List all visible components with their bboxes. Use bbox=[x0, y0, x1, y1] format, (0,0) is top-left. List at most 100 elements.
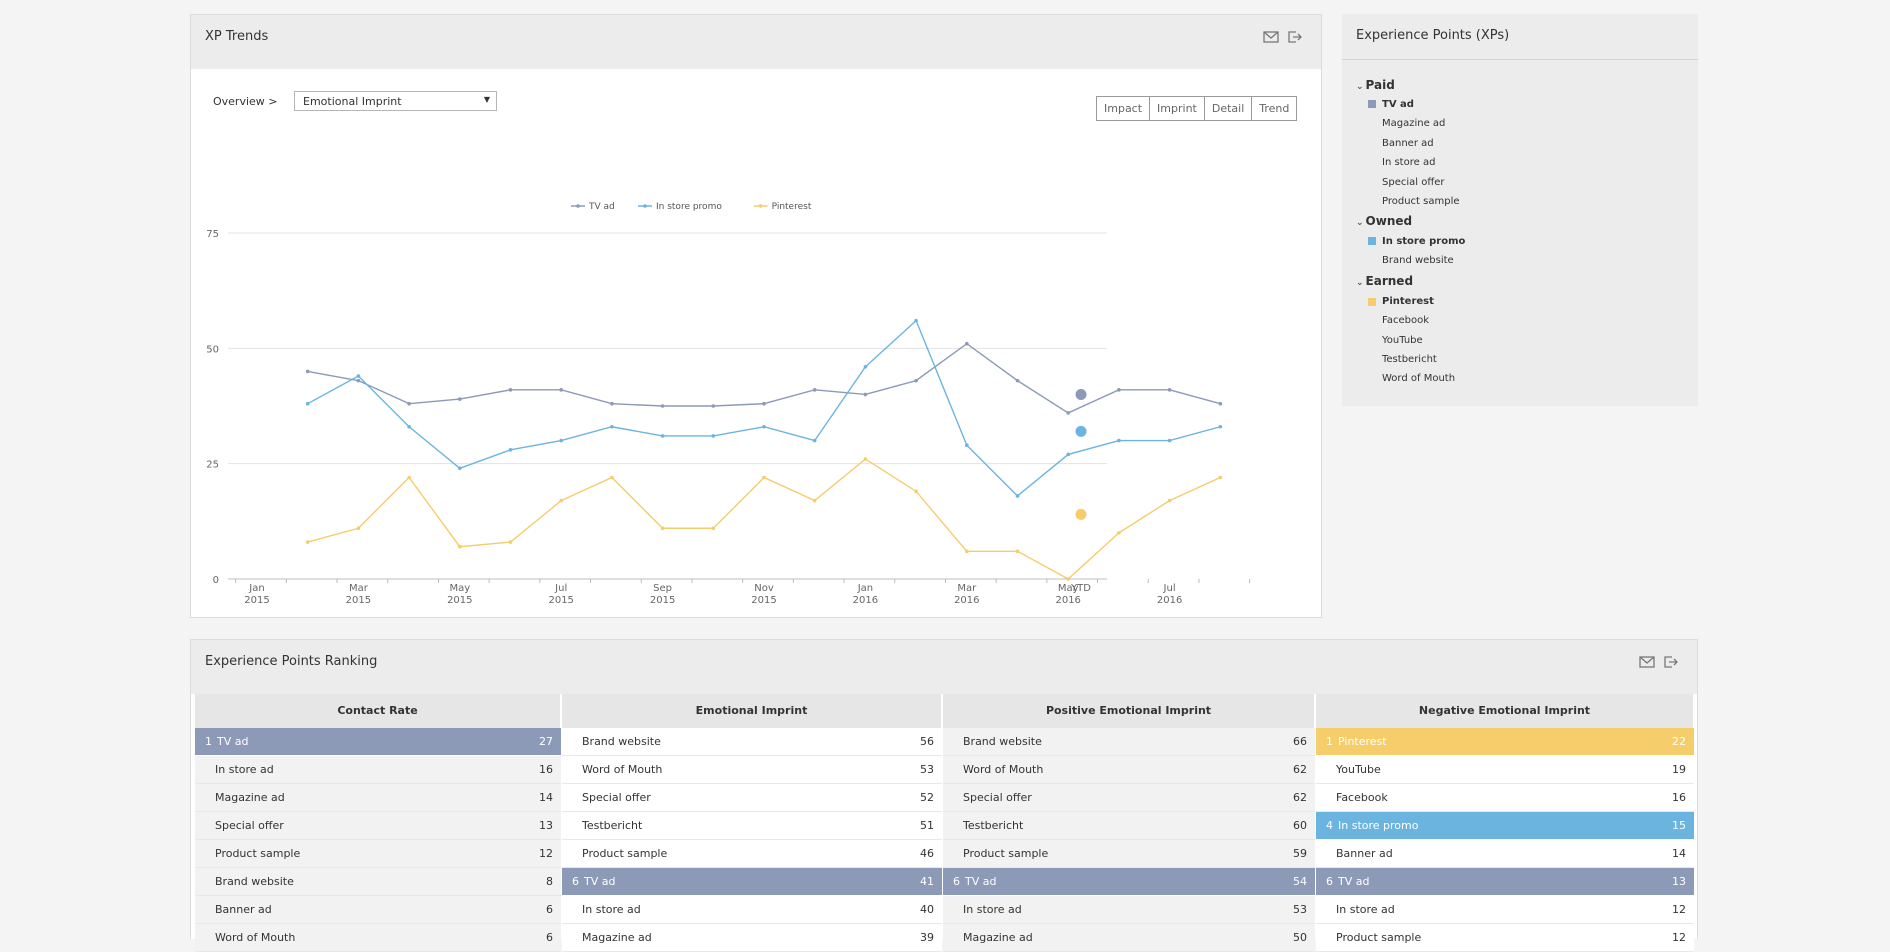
xp-item-facebook[interactable]: Facebook bbox=[1382, 315, 1429, 326]
x-tick-label: Mar bbox=[349, 583, 369, 594]
group-owned[interactable]: ⌄ Owned bbox=[1356, 214, 1413, 228]
rank-item-name: TV ad bbox=[965, 875, 997, 888]
experience-points-panel: Experience Points (XPs) ⌄ Paid TV ad Maga… bbox=[1342, 14, 1698, 406]
ranking-row[interactable]: Brand website 8 bbox=[195, 868, 561, 896]
imprint-button[interactable]: Imprint bbox=[1149, 96, 1205, 121]
series-point bbox=[1066, 411, 1070, 415]
series-point bbox=[1167, 498, 1172, 503]
xp-item-pinterest[interactable]: Pinterest bbox=[1382, 296, 1434, 307]
series-line bbox=[307, 319, 1221, 497]
ranking-column-header[interactable]: Positive Emotional Imprint bbox=[943, 694, 1315, 728]
xp-item-testbericht[interactable]: Testbericht bbox=[1382, 354, 1437, 365]
rank-item-value: 12 bbox=[1672, 903, 1686, 916]
rank-item-name: Magazine ad bbox=[963, 931, 1033, 944]
detail-button[interactable]: Detail bbox=[1203, 96, 1253, 121]
rank-number: 4 bbox=[1326, 819, 1333, 832]
xp-item-brand-website[interactable]: Brand website bbox=[1382, 255, 1454, 266]
xp-item-product-sample[interactable]: Product sample bbox=[1382, 196, 1460, 207]
series-point bbox=[660, 526, 665, 531]
ranking-row[interactable]: Word of Mouth 6 bbox=[195, 924, 561, 952]
ranking-row[interactable]: Product sample 59 bbox=[943, 840, 1315, 868]
series-point bbox=[559, 438, 563, 443]
rank-item-value: 59 bbox=[1293, 847, 1307, 860]
ranking-row[interactable]: 6 TV ad 54 bbox=[943, 868, 1315, 896]
tv-ad-swatch bbox=[1368, 100, 1376, 108]
mail-icon[interactable] bbox=[1639, 655, 1655, 669]
ranking-row[interactable]: 4 In store promo 15 bbox=[1316, 812, 1694, 840]
ranking-column: Negative Emotional Imprint 1 Pinterest 22 Yo… bbox=[1316, 694, 1694, 952]
ranking-row[interactable]: YouTube 19 bbox=[1316, 756, 1694, 784]
ranking-row[interactable]: Banner ad 14 bbox=[1316, 840, 1694, 868]
ranking-row[interactable]: Special offer 52 bbox=[562, 784, 942, 812]
rank-item-value: 39 bbox=[920, 931, 934, 944]
ranking-row[interactable]: Word of Mouth 62 bbox=[943, 756, 1315, 784]
x-tick-year-label: 2015 bbox=[244, 595, 269, 606]
series-point bbox=[1015, 494, 1020, 498]
rank-number: 1 bbox=[1326, 735, 1333, 748]
ranking-column-header[interactable]: Negative Emotional Imprint bbox=[1316, 694, 1694, 728]
x-tick-label: May bbox=[1058, 583, 1079, 594]
xp-item-special-offer[interactable]: Special offer bbox=[1382, 177, 1445, 188]
ranking-row[interactable]: Product sample 12 bbox=[1316, 924, 1694, 952]
xp-item-youtube[interactable]: YouTube bbox=[1382, 335, 1423, 346]
x-tick-year-label: 2015 bbox=[346, 595, 371, 606]
ranking-row[interactable]: 6 TV ad 13 bbox=[1316, 868, 1694, 896]
ranking-row[interactable]: Special offer 62 bbox=[943, 784, 1315, 812]
rank-item-value: 62 bbox=[1293, 791, 1307, 804]
ranking-row[interactable]: In store ad 12 bbox=[1316, 896, 1694, 924]
legend-label: TV ad bbox=[588, 202, 615, 212]
ranking-column-header[interactable]: Emotional Imprint bbox=[562, 694, 942, 728]
ranking-row[interactable]: In store ad 53 bbox=[943, 896, 1315, 924]
ranking-row[interactable]: Special offer 13 bbox=[195, 812, 561, 840]
ranking-row[interactable]: Magazine ad 14 bbox=[195, 784, 561, 812]
rank-item-name: In store promo bbox=[1338, 819, 1419, 832]
ranking-row[interactable]: Testbericht 51 bbox=[562, 812, 942, 840]
ranking-row[interactable]: Brand website 56 bbox=[562, 728, 942, 756]
series-point bbox=[863, 392, 868, 397]
series-point bbox=[458, 544, 462, 549]
rank-number: 6 bbox=[1326, 875, 1333, 888]
series-point bbox=[610, 475, 614, 480]
xp-trends-panel: XP Trends Overview > Emotional Imprint ▼… bbox=[190, 14, 1322, 618]
rank-item-value: 62 bbox=[1293, 763, 1307, 776]
xp-item-tv-ad[interactable]: TV ad bbox=[1382, 99, 1414, 110]
ranking-row[interactable]: Magazine ad 39 bbox=[562, 924, 942, 952]
export-icon[interactable] bbox=[1663, 655, 1679, 669]
export-icon[interactable] bbox=[1287, 30, 1303, 44]
ranking-row[interactable]: Product sample 12 bbox=[195, 840, 561, 868]
xp-item-word-of-mouth[interactable]: Word of Mouth bbox=[1382, 373, 1456, 384]
xp-item-in-store-ad[interactable]: In store ad bbox=[1382, 157, 1436, 168]
xp-item-magazine-ad[interactable]: Magazine ad bbox=[1382, 118, 1446, 129]
ranking-row[interactable]: In store ad 40 bbox=[562, 896, 942, 924]
xp-item-banner-ad[interactable]: Banner ad bbox=[1382, 138, 1434, 149]
group-paid[interactable]: ⌄ Paid bbox=[1356, 78, 1395, 92]
overview-breadcrumb[interactable]: Overview > bbox=[213, 95, 278, 108]
metric-select[interactable]: Emotional Imprint ▼ bbox=[294, 91, 497, 111]
rank-item-name: Pinterest bbox=[1338, 735, 1387, 748]
ranking-header bbox=[191, 640, 1697, 694]
ranking-row[interactable]: 1 Pinterest 22 bbox=[1316, 728, 1694, 756]
xp-item-in-store-promo[interactable]: In store promo bbox=[1382, 236, 1466, 247]
series-point bbox=[1218, 424, 1223, 429]
group-earned[interactable]: ⌄ Earned bbox=[1356, 274, 1414, 288]
ranking-row[interactable]: Product sample 46 bbox=[562, 840, 942, 868]
ranking-row[interactable]: Brand website 66 bbox=[943, 728, 1315, 756]
impact-button[interactable]: Impact bbox=[1096, 96, 1151, 121]
rank-item-value: 41 bbox=[920, 875, 934, 888]
ranking-row[interactable]: 1 TV ad 27 bbox=[195, 728, 561, 756]
series-point bbox=[1117, 531, 1121, 535]
ranking-row[interactable]: Testbericht 60 bbox=[943, 812, 1315, 840]
series-point bbox=[1167, 438, 1172, 443]
ranking-row[interactable]: Word of Mouth 53 bbox=[562, 756, 942, 784]
mail-icon[interactable] bbox=[1263, 30, 1279, 44]
x-tick-label: May bbox=[449, 583, 470, 594]
ranking-row[interactable]: Facebook 16 bbox=[1316, 784, 1694, 812]
ranking-row[interactable]: In store ad 16 bbox=[195, 756, 561, 784]
view-button-group: Impact Imprint Detail Trend bbox=[1096, 96, 1298, 121]
ranking-row[interactable]: Magazine ad 50 bbox=[943, 924, 1315, 952]
ranking-row[interactable]: Banner ad 6 bbox=[195, 896, 561, 924]
ranking-column-header[interactable]: Contact Rate bbox=[195, 694, 561, 728]
ranking-row[interactable]: 6 TV ad 41 bbox=[562, 868, 942, 896]
series-point bbox=[407, 475, 411, 480]
trend-button[interactable]: Trend bbox=[1251, 96, 1298, 121]
